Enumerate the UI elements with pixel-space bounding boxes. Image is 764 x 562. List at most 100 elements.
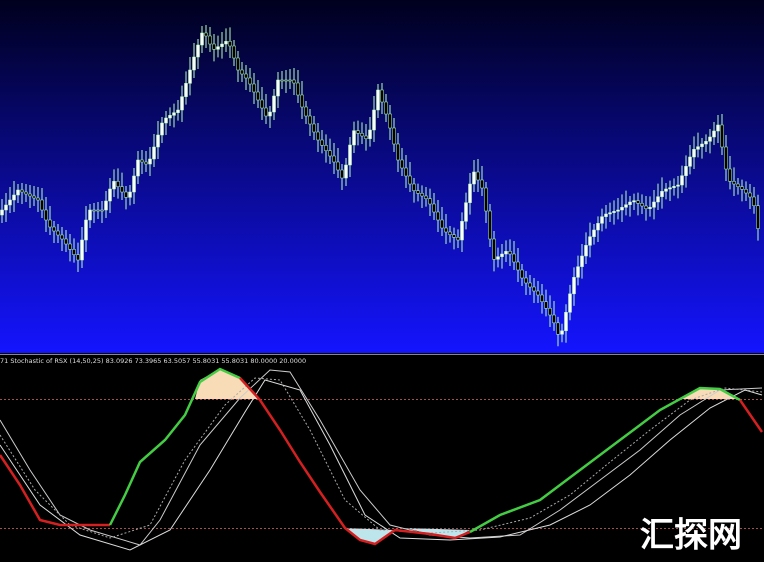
candle-body <box>356 130 360 134</box>
candle-body <box>96 209 100 212</box>
candle-body <box>252 83 256 93</box>
candle-body <box>500 253 504 257</box>
candle-body <box>68 243 72 250</box>
candle-body <box>668 187 672 190</box>
candle-body <box>656 196 660 203</box>
candle-body <box>368 129 372 139</box>
candle-body <box>468 183 472 203</box>
candle-body <box>324 145 328 151</box>
candle-body <box>224 41 228 45</box>
candle-body <box>712 130 716 138</box>
candle-body <box>620 207 624 211</box>
candle-body <box>120 186 124 193</box>
candle-body <box>104 200 108 211</box>
signal-line-slow <box>0 379 763 551</box>
candle-body <box>484 187 488 212</box>
candle-body <box>440 219 444 229</box>
indicator-label: 71 Stochastic of RSX (14,50,25) 83.0926 … <box>0 357 306 365</box>
oversold-fill <box>345 528 395 544</box>
candle-body <box>272 95 276 113</box>
candle-body <box>684 166 688 176</box>
candle-body <box>436 211 440 221</box>
candle-body <box>300 94 304 108</box>
candle-body <box>420 193 424 197</box>
candle-body <box>44 209 48 221</box>
candle-body <box>456 237 460 241</box>
candle-body <box>524 277 528 284</box>
candle-body <box>432 203 436 213</box>
candle-body <box>480 179 484 189</box>
candle-body <box>548 308 552 316</box>
candle-body <box>708 136 712 142</box>
price-candles <box>0 25 760 347</box>
price-panel <box>0 0 764 353</box>
candle-body <box>444 227 448 233</box>
watermark: 汇探网 <box>640 516 742 556</box>
candle-body <box>564 312 568 332</box>
candle-body <box>192 56 196 71</box>
candle-body <box>476 171 480 181</box>
candle-body <box>48 219 52 228</box>
candle-body <box>12 194 16 201</box>
candle-body <box>284 79 288 82</box>
candle-body <box>724 146 728 170</box>
candle-body <box>232 45 236 59</box>
candle-body <box>320 139 324 146</box>
candle-body <box>64 238 68 245</box>
candle-body <box>184 83 188 97</box>
candle-body <box>360 133 364 137</box>
candle-body <box>624 204 628 208</box>
candle-body <box>328 150 332 157</box>
candle-body <box>88 209 92 221</box>
candle-body <box>348 144 352 166</box>
candle-body <box>536 290 540 296</box>
indicator-panel <box>0 355 764 562</box>
candle-body <box>256 91 260 101</box>
candle-body <box>172 112 176 116</box>
candle-body <box>0 209 4 216</box>
candle-body <box>8 199 12 206</box>
candle-body <box>244 73 248 79</box>
oversold-fill <box>405 528 470 538</box>
candle-body <box>448 231 452 235</box>
candle-body <box>660 191 664 197</box>
candle-body <box>592 229 596 237</box>
candle-body <box>580 255 584 267</box>
candle-body <box>396 143 400 161</box>
candle-body <box>204 32 208 37</box>
candle-body <box>160 122 164 136</box>
candle-body <box>180 96 184 111</box>
signal-line-dotted <box>0 377 763 539</box>
rsx-falling <box>0 454 110 527</box>
candle-body <box>416 190 420 194</box>
candle-body <box>36 197 40 201</box>
candle-body <box>280 79 284 82</box>
candle-body <box>504 251 508 255</box>
signal-line <box>0 369 763 546</box>
candle-body <box>488 210 492 240</box>
candle-body <box>32 195 36 199</box>
candle-body <box>540 294 544 302</box>
candle-body <box>116 181 120 187</box>
candle-body <box>364 135 368 139</box>
candle-body <box>292 79 296 84</box>
candle-body <box>748 192 752 198</box>
candle-body <box>84 219 88 241</box>
candle-body <box>260 99 264 109</box>
rsx-rising <box>469 386 741 534</box>
candle-body <box>588 236 592 246</box>
candle-body <box>208 35 212 45</box>
candle-body <box>152 146 156 160</box>
candle-body <box>212 43 216 50</box>
candle-body <box>344 164 348 179</box>
candle-body <box>144 161 148 165</box>
candle-body <box>732 181 736 185</box>
candle-body <box>308 115 312 125</box>
candle-body <box>428 198 432 205</box>
candle-body <box>596 223 600 231</box>
candle-body <box>576 266 580 278</box>
candle-body <box>100 209 104 212</box>
candle-body <box>76 254 80 261</box>
